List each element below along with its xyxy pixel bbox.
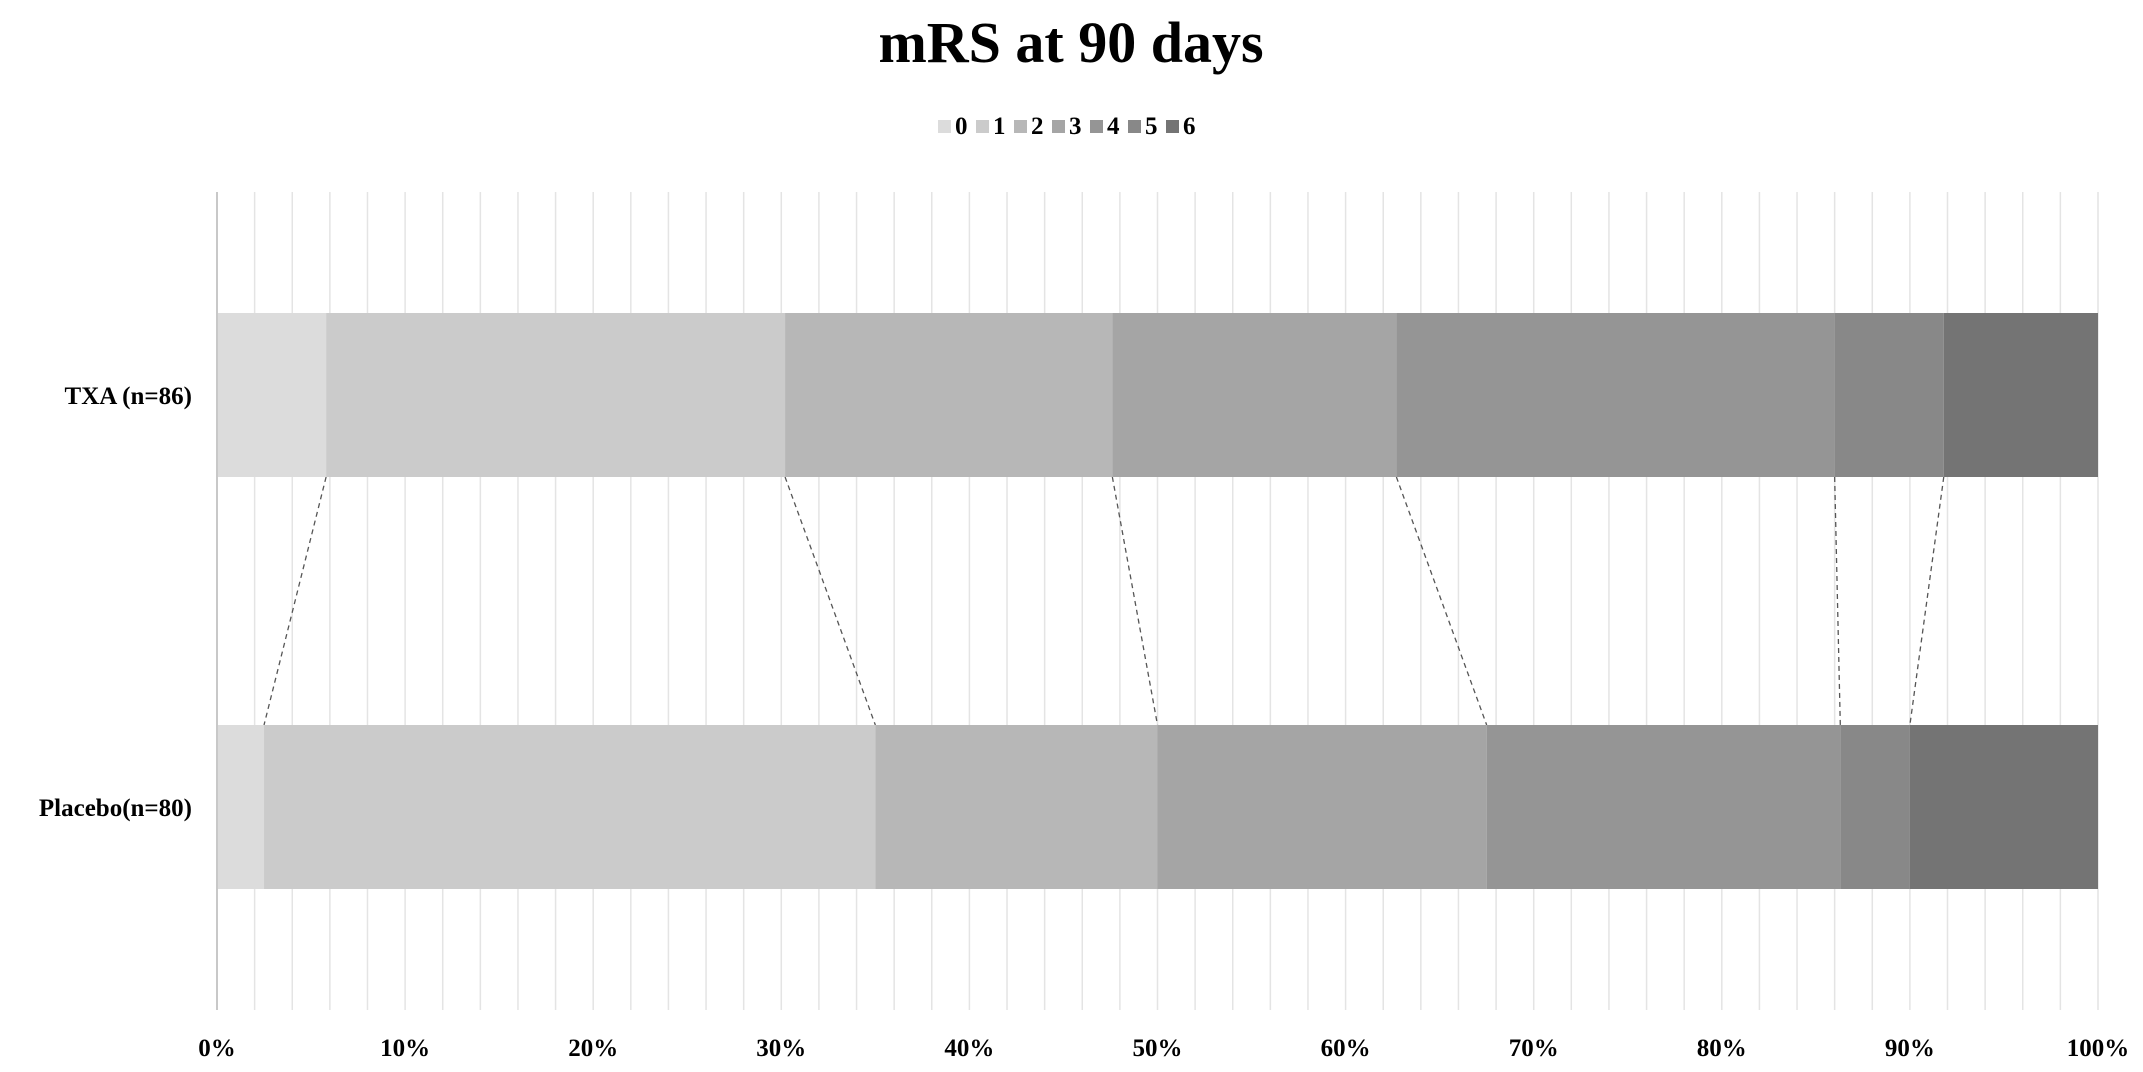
bar-segment-0-3	[1112, 313, 1397, 477]
bar-segment-1-1	[264, 725, 876, 889]
bar-segment-0-0	[217, 313, 327, 477]
bar-segment-0-1	[326, 313, 786, 477]
legend-label: 6	[1183, 113, 1196, 140]
x-tick-label: 80%	[1697, 1035, 1747, 1062]
legend-label: 4	[1107, 113, 1120, 140]
connector-line	[1395, 476, 1488, 726]
x-tick-label: 90%	[1885, 1035, 1935, 1062]
x-tick-label: 70%	[1509, 1035, 1559, 1062]
connector-line	[1834, 476, 1841, 726]
bar-segment-1-2	[875, 725, 1158, 889]
legend-swatch	[1052, 120, 1065, 133]
legend-label: 1	[993, 113, 1006, 140]
legend-swatch	[1128, 120, 1141, 133]
x-tick-label: 100%	[2067, 1035, 2130, 1062]
bar-segment-0-6	[1943, 313, 2098, 477]
bar-segment-1-4	[1486, 725, 1841, 889]
bar-segment-0-2	[785, 313, 1113, 477]
legend-swatch	[1090, 120, 1103, 133]
x-tick-label: 40%	[944, 1035, 994, 1062]
legend-label: 2	[1031, 113, 1044, 140]
x-tick-label: 30%	[756, 1035, 806, 1062]
connector-line	[784, 476, 876, 726]
bar-segment-0-4	[1396, 313, 1835, 477]
connector-line	[1111, 476, 1159, 726]
x-tick-labels: 0% 10% 20% 30% 40% 50% 60% 70% 80% 90% 100%	[198, 1035, 2129, 1062]
x-tick-label: 60%	[1321, 1035, 1371, 1062]
category-labels: TXA (n=86) Placebo(n=80)	[39, 383, 192, 822]
connector-line	[1909, 476, 1945, 726]
bar-segment-1-5	[1840, 725, 1910, 889]
connector-line	[263, 476, 327, 726]
legend-label: 3	[1069, 113, 1082, 140]
bar-segment-1-6	[1909, 725, 2098, 889]
legend-swatch	[1014, 120, 1027, 133]
legend-swatch	[976, 120, 989, 133]
legend-label: 5	[1145, 113, 1158, 140]
legend-label: 0	[955, 113, 968, 140]
x-tick-label: 10%	[380, 1035, 430, 1062]
category-label: TXA (n=86)	[65, 383, 192, 410]
x-tick-label: 20%	[568, 1035, 618, 1062]
x-tick-label: 50%	[1133, 1035, 1183, 1062]
legend-swatch	[938, 120, 951, 133]
connector-lines	[263, 476, 1945, 726]
bar-segment-0-5	[1834, 313, 1944, 477]
bar-segment-1-3	[1157, 725, 1487, 889]
legend-swatch	[1166, 120, 1179, 133]
bar-segment-1-0	[217, 725, 265, 889]
category-label: Placebo(n=80)	[39, 795, 192, 822]
x-tick-label: 0%	[198, 1035, 236, 1062]
bars	[217, 313, 2098, 889]
chart-title: mRS at 90 days	[878, 10, 1263, 75]
